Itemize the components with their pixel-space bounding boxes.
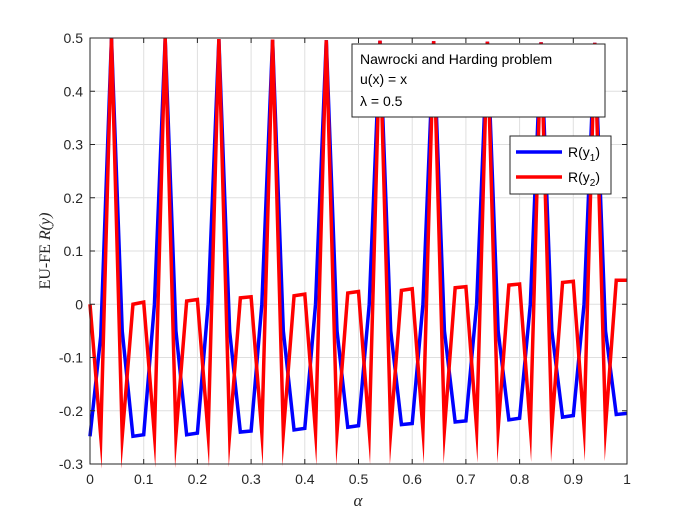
y-tick-label: 0.4 [64, 83, 84, 99]
y-tick-label: -0.1 [59, 350, 83, 366]
x-tick-label: 0 [86, 471, 94, 487]
y-tick-label: 0.5 [64, 30, 84, 46]
x-tick-label: 0.2 [188, 471, 208, 487]
legend-label-series-2: R(y2) [568, 169, 600, 189]
x-tick-label: 0.3 [241, 471, 261, 487]
x-tick-label: 1 [623, 471, 631, 487]
x-tick-label: 0.9 [564, 471, 584, 487]
annotation-line-1: Nawrocki and Harding problem [360, 51, 552, 67]
y-axis-label: EU-FE R(y) [37, 213, 54, 290]
legend-label-series-1: R(y1) [568, 144, 600, 164]
annotation-line-2: u(x) = x [360, 71, 407, 87]
annotation-line-3: λ = 0.5 [360, 93, 403, 109]
legend: R(y1) R(y2) [509, 135, 612, 195]
x-tick-label: 0.5 [349, 471, 369, 487]
x-axis-label: α [354, 491, 364, 510]
x-tick-label: 0.4 [295, 471, 315, 487]
x-tick-label: 0.7 [456, 471, 476, 487]
x-tick-label: 0.6 [402, 471, 422, 487]
legend-frame [509, 135, 612, 195]
y-tick-label: -0.3 [59, 456, 83, 472]
y-tick-label: -0.2 [59, 403, 83, 419]
x-tick-label: 0.8 [510, 471, 530, 487]
y-tick-label: 0.1 [64, 243, 84, 259]
y-tick-label: 0 [75, 296, 83, 312]
annotation-frame [351, 43, 606, 118]
x-tick-label: 0.1 [134, 471, 154, 487]
y-tick-label: 0.3 [64, 137, 84, 153]
y-tick-label: 0.2 [64, 190, 84, 206]
ticks-layer: 0 0.1 0.2 0.3 0.4 0.5 0.6 0.7 0.8 0.9 1 -0.3 -0.2 -0.… [59, 30, 631, 487]
annotation-box: Nawrocki and Harding problem u(x) = x λ … [351, 43, 606, 118]
